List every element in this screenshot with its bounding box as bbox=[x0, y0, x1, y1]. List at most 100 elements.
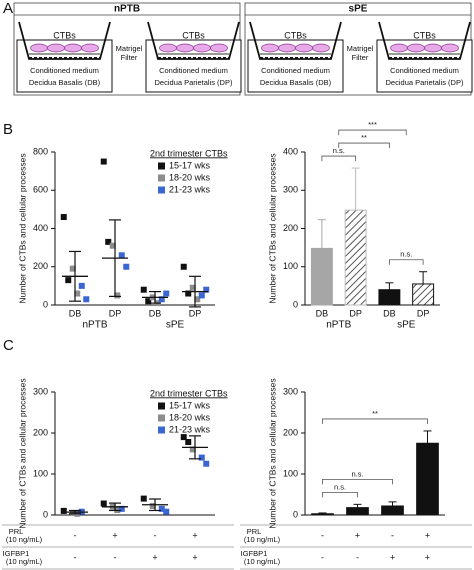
point bbox=[189, 284, 196, 291]
x-tick-label: DB bbox=[149, 308, 162, 318]
y-tick-label: 100 bbox=[33, 468, 48, 478]
significance-bracket bbox=[322, 418, 428, 424]
cell bbox=[81, 43, 99, 53]
row-cell: - bbox=[321, 530, 324, 540]
x-tick-label: DP bbox=[349, 308, 362, 318]
legend-label: 15-17 wks bbox=[169, 400, 211, 410]
panel-label: C bbox=[3, 337, 14, 354]
point bbox=[185, 439, 192, 446]
significance-bracket bbox=[321, 155, 357, 162]
y-axis-label: Number of CTBs and cellular processes bbox=[267, 378, 277, 528]
bar bbox=[416, 442, 439, 516]
legend-swatch bbox=[158, 414, 165, 422]
y-axis-label: Number of CTBs and cellular processes bbox=[17, 378, 27, 528]
y-tick-label: 400 bbox=[283, 146, 298, 156]
y-tick-label: 200 bbox=[283, 427, 298, 437]
point bbox=[203, 286, 210, 293]
cell bbox=[261, 43, 279, 53]
row-cell: + bbox=[390, 552, 395, 562]
point bbox=[123, 263, 130, 270]
legend-label: 18-20 wks bbox=[169, 412, 211, 422]
cell bbox=[176, 43, 194, 53]
x-tick-label: DP bbox=[189, 308, 202, 318]
x-tick-label: DB bbox=[316, 308, 329, 318]
bar bbox=[311, 513, 334, 516]
legend-title: 2nd trimester CTBs bbox=[150, 388, 228, 398]
cell bbox=[159, 43, 177, 53]
y-tick-label: 600 bbox=[33, 185, 48, 195]
cells-label: CTBs bbox=[182, 30, 205, 40]
cells-label: CTBs bbox=[284, 30, 307, 40]
cell bbox=[390, 43, 408, 53]
point bbox=[185, 290, 192, 297]
y-tick-label: 100 bbox=[283, 261, 298, 271]
row-cell: + bbox=[112, 530, 117, 540]
row-cell: - bbox=[356, 552, 359, 562]
row-cell: - bbox=[114, 552, 117, 562]
point bbox=[189, 446, 196, 453]
legend-label: 21-23 wks bbox=[169, 424, 211, 434]
x-tick-label: DP bbox=[417, 308, 430, 318]
significance-label: n.s. bbox=[400, 250, 412, 259]
point bbox=[100, 500, 107, 507]
y-tick-label: 0 bbox=[43, 509, 48, 519]
bar bbox=[378, 289, 401, 306]
group-label: sPE bbox=[397, 320, 416, 331]
source-label: Decidua Parietalis (DP) bbox=[155, 78, 233, 87]
medium-label: Conditioned medium bbox=[30, 66, 99, 75]
point bbox=[158, 505, 165, 512]
row-name: PRL bbox=[247, 527, 262, 536]
source-label: Decidua Parietalis (DP) bbox=[386, 78, 464, 87]
point bbox=[69, 509, 76, 516]
cell bbox=[47, 43, 65, 53]
cell bbox=[295, 43, 313, 53]
y-tick-label: 0 bbox=[43, 299, 48, 309]
point bbox=[163, 508, 170, 515]
y-tick-label: 300 bbox=[283, 386, 298, 396]
legend-label: 15-17 wks bbox=[169, 160, 211, 170]
legend-swatch bbox=[158, 402, 165, 410]
point bbox=[78, 282, 85, 289]
layer-label: Filter bbox=[121, 53, 138, 62]
row-cell: + bbox=[192, 552, 197, 562]
point bbox=[163, 290, 170, 297]
source-label: Decidua Basalis (DB) bbox=[260, 78, 332, 87]
row-cell: - bbox=[391, 530, 394, 540]
point bbox=[198, 454, 205, 461]
y-axis-label: Number of CTBs and cellular processes bbox=[267, 153, 277, 303]
panel-label: A bbox=[3, 0, 13, 17]
row-cell: - bbox=[74, 530, 77, 540]
cells-label: CTBs bbox=[53, 30, 76, 40]
significance-label: n.s. bbox=[334, 482, 346, 491]
significance-bracket bbox=[388, 259, 424, 265]
group-name: sPE bbox=[349, 4, 368, 15]
row-unit: (10 ng/mL) bbox=[6, 557, 43, 566]
significance-bracket bbox=[322, 491, 358, 498]
point bbox=[65, 277, 72, 284]
point bbox=[100, 158, 107, 165]
cell bbox=[424, 43, 442, 53]
row-unit: (10 ng/mL) bbox=[244, 535, 281, 544]
point bbox=[118, 252, 125, 259]
point bbox=[198, 292, 205, 299]
row-cell: + bbox=[355, 530, 360, 540]
legend-swatch bbox=[158, 186, 165, 194]
y-tick-label: 400 bbox=[33, 223, 48, 233]
row-name: IGFBP1 bbox=[241, 549, 268, 558]
row-cell: - bbox=[321, 552, 324, 562]
y-tick-label: 0 bbox=[293, 509, 298, 519]
cell bbox=[441, 43, 459, 53]
point bbox=[180, 263, 187, 270]
point bbox=[145, 298, 152, 305]
significance-label: n.s. bbox=[333, 146, 345, 155]
x-tick-label: DP bbox=[109, 308, 122, 318]
row-unit: (10 ng/mL) bbox=[244, 557, 281, 566]
row-cell: + bbox=[152, 552, 157, 562]
layer-label: Matrigel bbox=[347, 44, 374, 53]
cell bbox=[30, 43, 48, 53]
legend-title: 2nd trimester CTBs bbox=[150, 148, 228, 158]
row-cell: + bbox=[192, 530, 197, 540]
significance-label: ** bbox=[361, 133, 367, 142]
point bbox=[114, 292, 121, 299]
x-tick-label: DB bbox=[383, 308, 396, 318]
